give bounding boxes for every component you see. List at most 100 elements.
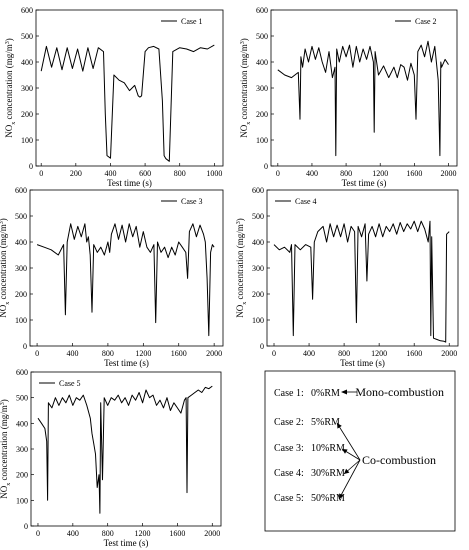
y-tick-label: 300 (21, 84, 33, 93)
mono-combustion-label: Mono-combustion (355, 385, 444, 399)
co-arrow (336, 422, 361, 461)
y-tick-label: 100 (15, 316, 27, 325)
case-3-value: 10%RM (311, 443, 345, 454)
case-3-label: Case 3: (274, 443, 304, 454)
x-axis-label: Test time (s) (340, 358, 385, 368)
x-tick-label: 600 (139, 169, 151, 178)
case-2-label: Case 2: (274, 417, 304, 428)
series-line-case-3 (36, 223, 215, 337)
y-tick-label: 500 (21, 32, 33, 41)
series-line-case-4 (273, 220, 450, 343)
y-tick-label: 100 (21, 136, 33, 145)
co-arrowhead (344, 468, 350, 474)
y-tick-label: 600 (16, 368, 28, 377)
y-tick-label: 500 (252, 212, 264, 221)
chart-panel-b: 0 100 200 300 400 500 600 0 400 800 1200 1600 2000 Te… (239, 6, 458, 188)
case-4-value: 30%RM (311, 468, 345, 479)
y-tick-label: 500 (16, 394, 28, 403)
x-axis-label: Test time (s) (104, 538, 149, 548)
x-tick-label: 1600 (171, 349, 187, 358)
y-tick-label: 400 (16, 419, 28, 428)
y-tick-label: 100 (256, 136, 268, 145)
plot-frame (266, 189, 459, 347)
chart-panel-e: 0 100 200 300 400 500 600 0 400 800 1200 1600 2000 Te… (0, 368, 222, 548)
legend-label: Case 1 (181, 17, 203, 26)
chart-panel-d: 0 100 200 300 400 500 600 0 400 800 1200 1600 2000 Te… (235, 186, 459, 368)
legend-label: Case 4 (295, 197, 317, 206)
y-tick-label: 100 (252, 316, 264, 325)
y-axis-label: NOx concentration (mg/m3) (235, 218, 248, 317)
x-tick-label: 1000 (206, 169, 222, 178)
y-tick-label: 200 (21, 110, 33, 119)
x-axis-label: Test time (s) (104, 358, 149, 368)
x-axis-label: Test time (s) (107, 178, 152, 188)
y-axis-label: NOx concentration (mg/m3) (0, 399, 12, 498)
chart-panel-a: 0 100 200 300 400 500 600 0 200 400 600 800 1000 Test… (4, 6, 224, 188)
y-tick-label: 400 (15, 238, 27, 247)
case-4-label: Case 4: (274, 468, 304, 479)
co-arrow (338, 459, 361, 500)
x-tick-label: 2000 (440, 169, 456, 178)
series-line-case-2 (277, 40, 449, 157)
y-tick-label: 600 (256, 6, 268, 15)
y-tick-label: 200 (252, 290, 264, 299)
case-5-value: 50%RM (311, 493, 345, 504)
x-tick-label: 0 (36, 529, 40, 538)
case-legend-frame (264, 370, 456, 532)
case-2-value: 5%RM (311, 417, 340, 428)
x-tick-label: 0 (35, 349, 39, 358)
y-tick-label: 100 (16, 496, 28, 505)
x-tick-label: 1600 (406, 349, 422, 358)
y-tick-label: 400 (21, 58, 33, 67)
mono-arrowhead (341, 389, 347, 395)
co-arrowhead (342, 449, 348, 454)
x-tick-label: 2000 (204, 529, 220, 538)
legend-label: Case 2 (415, 17, 437, 26)
y-tick-label: 600 (21, 6, 33, 15)
x-tick-label: 2000 (441, 349, 457, 358)
x-tick-label: 800 (340, 169, 352, 178)
x-tick-label: 800 (338, 349, 350, 358)
y-tick-label: 200 (256, 110, 268, 119)
y-tick-label: 0 (29, 162, 33, 171)
y-tick-label: 400 (252, 238, 264, 247)
y-tick-label: 300 (256, 84, 268, 93)
co-combustion-label: Co-combustion (362, 453, 436, 467)
x-tick-label: 1200 (135, 349, 151, 358)
x-tick-label: 200 (70, 169, 82, 178)
y-axis-label: NOx concentration (mg/m3) (239, 38, 252, 137)
x-tick-label: 800 (102, 349, 114, 358)
legend-label: Case 3 (181, 197, 203, 206)
case-legend-box: Case 1: 0%RM Mono-combustion Case 2: 5%RM Cas… (264, 370, 456, 532)
y-tick-label: 600 (15, 186, 27, 195)
legend: Case 5 (39, 379, 81, 388)
x-tick-label: 1200 (372, 169, 388, 178)
legend-label: Case 5 (59, 379, 81, 388)
plot-frame (30, 371, 222, 527)
case-1-value: 0%RM (311, 388, 340, 399)
legend: Case 1 (161, 17, 203, 26)
case-5-label: Case 5: (274, 493, 304, 504)
x-tick-label: 1600 (169, 529, 185, 538)
x-tick-label: 800 (102, 529, 114, 538)
x-tick-label: 400 (303, 349, 315, 358)
x-tick-label: 0 (272, 349, 276, 358)
y-axis-label: NOx concentration (mg/m3) (4, 38, 17, 137)
series-line-case-5 (37, 385, 213, 514)
x-tick-label: 400 (67, 529, 79, 538)
y-tick-label: 0 (260, 342, 264, 351)
plot-frame (29, 189, 224, 347)
y-tick-label: 200 (15, 290, 27, 299)
x-tick-label: 1200 (371, 349, 387, 358)
legend: Case 4 (275, 197, 317, 206)
x-tick-label: 400 (104, 169, 116, 178)
y-tick-label: 500 (256, 32, 268, 41)
co-arrowhead (337, 423, 342, 429)
y-axis-label: NOx concentration (mg/m3) (0, 218, 11, 317)
y-tick-label: 300 (16, 445, 28, 454)
y-tick-label: 500 (15, 212, 27, 221)
legend: Case 2 (395, 17, 437, 26)
x-tick-label: 400 (66, 349, 78, 358)
y-tick-label: 0 (264, 162, 268, 171)
y-tick-label: 400 (256, 58, 268, 67)
